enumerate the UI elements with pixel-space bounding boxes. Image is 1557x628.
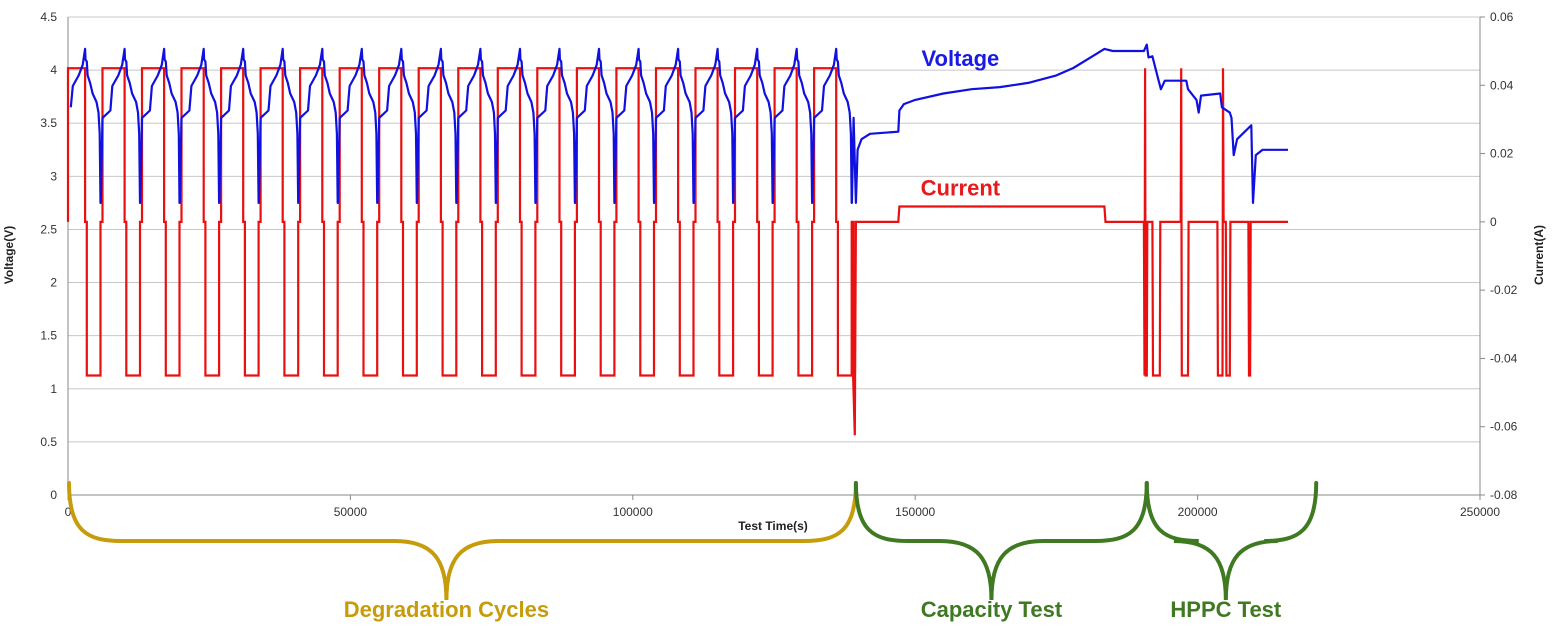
y2-tick-label: -0.08 [1490,488,1518,502]
phase-label: Degradation Cycles [344,597,549,622]
current-series-line [66,67,1288,436]
y2-tick-label: -0.06 [1490,420,1518,434]
y-tick-label: 4.5 [40,10,57,24]
y-tick-label: 1 [50,382,57,396]
y2-tick-label: 0.06 [1490,10,1514,24]
time-axis-ticks: 0 50000 100000 150000 200000 250000 [65,495,1500,519]
x-tick-label: 250000 [1460,505,1500,519]
x-axis-title: Test Time(s) [738,519,808,533]
y-tick-label: 2.5 [40,222,57,236]
y2-tick-label: -0.02 [1490,283,1518,297]
x-tick-label: 200000 [1178,505,1218,519]
y-tick-label: 4 [50,63,57,77]
x-tick-label: 50000 [334,505,368,519]
phase-bracket [1144,481,1319,601]
y-tick-label: 0 [50,488,57,502]
x-tick-label: 100000 [613,505,653,519]
y-tick-label: 3.5 [40,116,57,130]
voltage-axis-ticks: 0 0.5 1 1.5 2 2.5 3 3.5 4 4.5 [40,10,57,502]
voltage-series-line [69,43,1288,204]
series-layer [66,43,1288,436]
phase-brackets: Degradation Cycles Capacity Test HPPC Test [67,481,1319,622]
y2-tick-label: 0.02 [1490,147,1514,161]
y-tick-label: 3 [50,169,57,183]
y-axis-title: Voltage(V) [2,226,16,284]
y2-tick-label: -0.04 [1490,351,1518,365]
current-axis-ticks: -0.08 -0.06 -0.04 -0.02 0 0.02 0.04 0.06 [1480,10,1518,502]
y2-tick-label: 0 [1490,215,1497,229]
x-tick-label: 150000 [895,505,935,519]
y-tick-label: 2 [50,276,57,290]
y-tick-label: 0.5 [40,435,57,449]
y2-tick-label: 0.04 [1490,78,1514,92]
phase-label: Capacity Test [921,597,1063,622]
x-tick-label: 0 [65,505,72,519]
voltage-annotation: Voltage [921,46,999,71]
y2-axis-title: Current(A) [1532,225,1546,285]
phase-bracket [67,481,858,601]
current-annotation: Current [921,175,1001,200]
phase-label: HPPC Test [1170,597,1282,622]
y-tick-label: 1.5 [40,329,57,343]
phase-bracket [853,481,1149,601]
